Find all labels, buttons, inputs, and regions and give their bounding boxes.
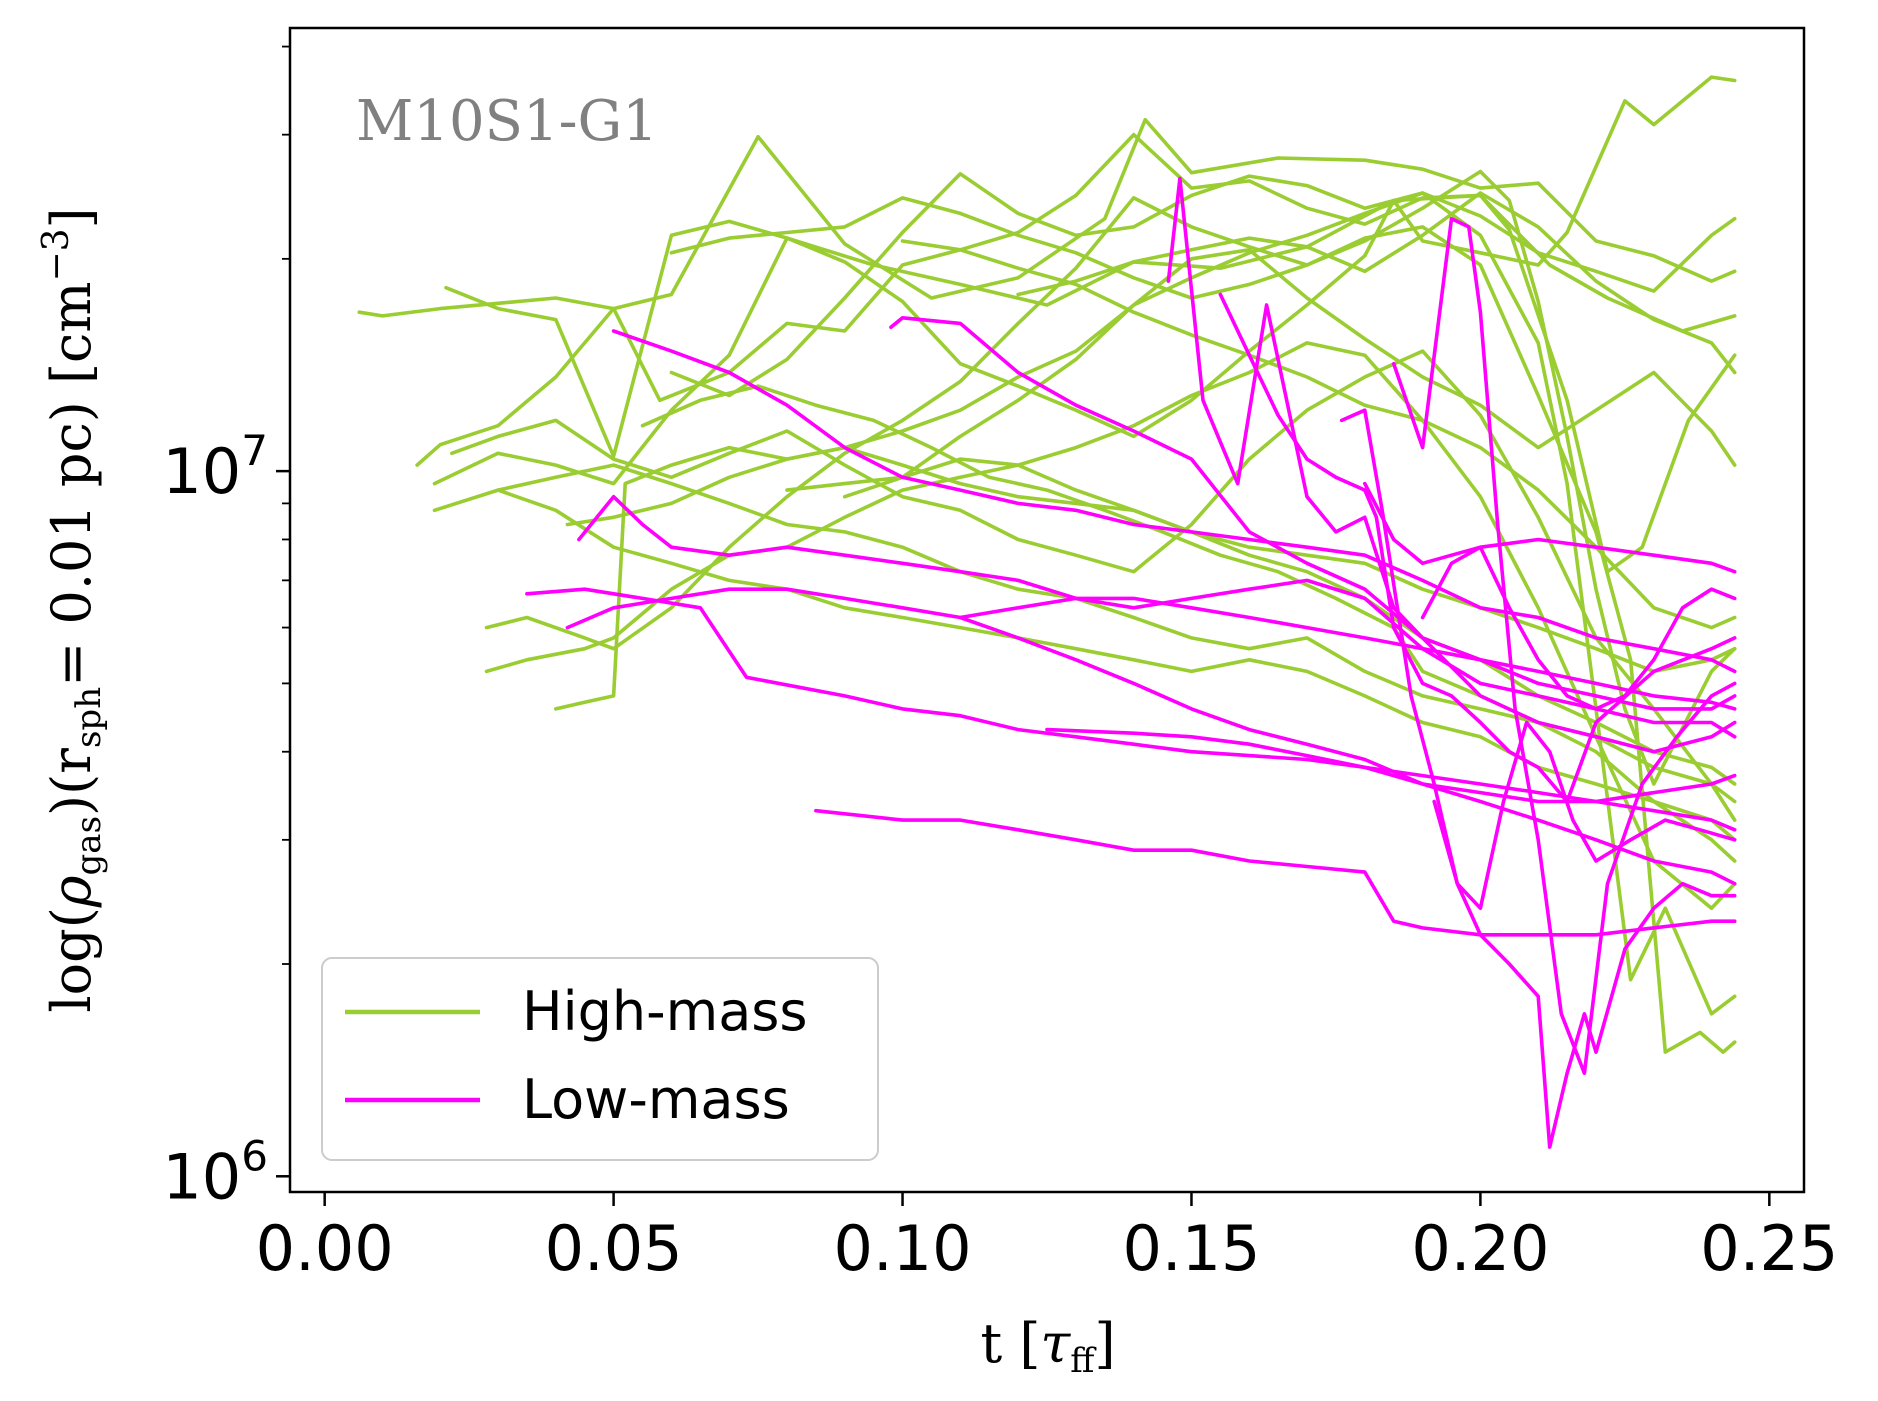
series-line-low-mass-1: [611, 329, 1737, 674]
series-line-low-mass-8: [1218, 292, 1737, 804]
series-line-low-mass-2: [814, 808, 1737, 937]
series-line-low-mass-7: [1166, 176, 1737, 711]
series-line-low-mass-12: [958, 596, 1737, 711]
y-axis-label-r-sub: sph: [69, 687, 109, 748]
x-tick-label-0: 0.00: [256, 1212, 394, 1285]
series-line-low-mass-3: [565, 587, 1737, 886]
series-line-high-mass-13: [669, 169, 1737, 786]
panel-label: M10S1-G1: [356, 89, 658, 154]
x-tick-label-1: 0.05: [545, 1212, 683, 1285]
x-tick-label-3: 0.15: [1122, 1212, 1260, 1285]
x-axis: 0.00 0.05 0.10 0.15 0.20 0.25: [256, 1192, 1838, 1285]
series-line-high-mass-16: [640, 384, 1737, 863]
series-line-high-mass-5: [449, 349, 1737, 822]
series-line-high-mass-12: [842, 248, 1737, 499]
y-axis-label-sup: −3: [36, 228, 77, 281]
plot-frame: [288, 26, 1806, 1194]
legend-label-low-mass: Low-mass: [522, 1068, 790, 1131]
y-tick-label-1: 107: [162, 426, 268, 508]
series-line-low-mass-13: [1045, 727, 1737, 804]
x-axis-label-sub: ff: [1070, 1341, 1097, 1381]
y-axis-label-mid: )(r: [40, 748, 103, 816]
series-line-low-mass-9: [1339, 408, 1737, 1149]
series-line-high-mass-1: [357, 117, 1737, 318]
series-line-high-mass-15: [1016, 191, 1737, 375]
series-line-low-mass-11: [1363, 481, 1737, 574]
series-line-low-mass-5: [577, 494, 1737, 739]
series-line-low-mass-15: [1432, 720, 1737, 911]
y-axis-label-post: = 0.01 pc) [cm: [40, 282, 103, 687]
x-axis-label-tau: τ: [1040, 1312, 1071, 1375]
x-axis-label-end: ]: [1094, 1312, 1115, 1375]
series-line-high-mass-3: [415, 132, 1737, 574]
y-axis-label-end: ]: [40, 207, 103, 228]
x-axis-label: t [τff]: [980, 1312, 1115, 1381]
series-lines: [357, 75, 1737, 1149]
series-line-high-mass-2: [444, 193, 1737, 459]
y-axis: 106 107: [162, 45, 290, 1213]
series-line-low-mass-6: [889, 315, 1737, 754]
x-tick-label-2: 0.10: [834, 1212, 972, 1285]
y-axis-label: log(ρgas)(rsph= 0.01 pc) [cm−3]: [36, 207, 109, 1012]
x-axis-label-main: t [: [980, 1312, 1040, 1375]
legend-label-high-mass: High-mass: [522, 980, 808, 1043]
y-axis-label-rho-sub: gas: [69, 816, 109, 875]
x-tick-label-5: 0.25: [1700, 1212, 1838, 1285]
series-line-low-mass-10: [1391, 216, 1737, 1075]
series-line-high-mass-11: [669, 172, 1737, 398]
series-line-high-mass-14: [900, 239, 1737, 630]
series-line-high-mass-17: [785, 457, 1737, 786]
legend-box: [321, 957, 879, 1161]
series-line-high-mass-4: [432, 75, 1737, 486]
series-line-high-mass-18: [565, 445, 1737, 674]
legend: High-mass Low-mass: [321, 957, 879, 1161]
y-axis-label-pre: log(: [40, 907, 103, 1012]
series-line-low-mass-14: [1420, 545, 1737, 711]
x-tick-label-4: 0.20: [1411, 1212, 1549, 1285]
y-tick-label-0: 106: [162, 1131, 268, 1213]
series-line-high-mass-8: [553, 191, 1737, 1016]
y-axis-label-rho: ρ: [40, 875, 103, 908]
